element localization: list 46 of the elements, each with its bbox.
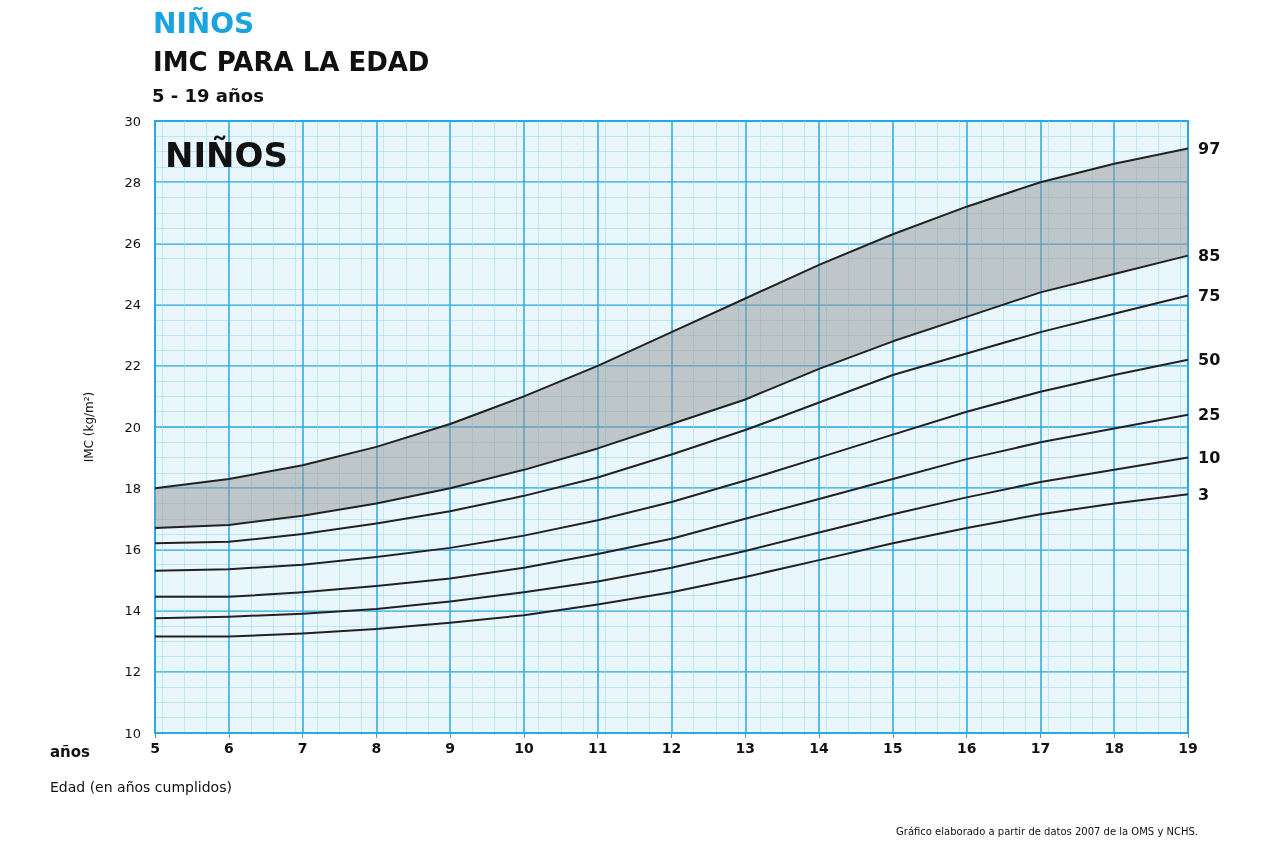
y-tick-label: 10: [124, 725, 141, 741]
x-tick-label: 19: [1178, 740, 1198, 756]
y-tick-label: 20: [124, 419, 141, 435]
x-tick-label: 17: [1030, 740, 1051, 756]
y-tick-label: 28: [124, 174, 141, 190]
line-series: [154, 358, 1189, 572]
text: años: [50, 742, 91, 761]
y-tick-label: 12: [124, 664, 141, 680]
line-series: [154, 413, 1189, 598]
y-tick-label: 16: [124, 541, 141, 557]
series-label: 85: [1198, 246, 1221, 266]
line-series: [154, 456, 1189, 620]
x-tick-label: 12: [661, 740, 682, 756]
x-tick-label: 14: [809, 740, 830, 756]
y-tick-label: 26: [124, 235, 141, 251]
line-series: [154, 493, 1189, 638]
y-tick-label: 22: [124, 358, 141, 374]
x-tick-label: 6: [223, 740, 234, 756]
x-tick-label: 8: [371, 740, 382, 756]
text: Gráfico elaborado a partir de datos 2007 de la OMS y NCHS.: [896, 825, 1199, 837]
x-tick-label: 13: [735, 740, 756, 756]
x-tick-label: 18: [1104, 740, 1124, 756]
chart-subtitle: IMC PARA LA EDAD: [153, 47, 430, 77]
y-tick-label: 24: [124, 297, 141, 313]
x-tick-label: 11: [587, 740, 608, 756]
x-tick-label: 9: [445, 740, 456, 756]
series-label: 25: [1198, 405, 1221, 425]
series-label: 97: [1198, 139, 1221, 159]
series-label: 10: [1198, 448, 1221, 468]
x-tick-label: 10: [514, 740, 534, 756]
series-label: 50: [1198, 350, 1221, 370]
text: 5 - 19 años: [152, 84, 264, 106]
series-label: 75: [1198, 285, 1221, 305]
line-series: [154, 294, 1189, 545]
x-tick-label: 7: [297, 740, 308, 756]
y-axis-title: IMC (kg/m²): [82, 391, 96, 463]
x-axis-title: Edad (en años cumplidos): [50, 779, 232, 795]
y-tick-label: 14: [124, 603, 141, 619]
x-tick-label: 16: [956, 740, 977, 756]
x-tick-label: 5: [150, 740, 160, 756]
x-tick-label: 15: [883, 740, 903, 756]
line-series: [154, 254, 1189, 529]
y-tick-label: 30: [124, 113, 141, 129]
y-tick-label: 18: [124, 480, 141, 496]
series-label: 3: [1198, 484, 1210, 504]
chart-title: NIÑOS: [153, 5, 255, 40]
